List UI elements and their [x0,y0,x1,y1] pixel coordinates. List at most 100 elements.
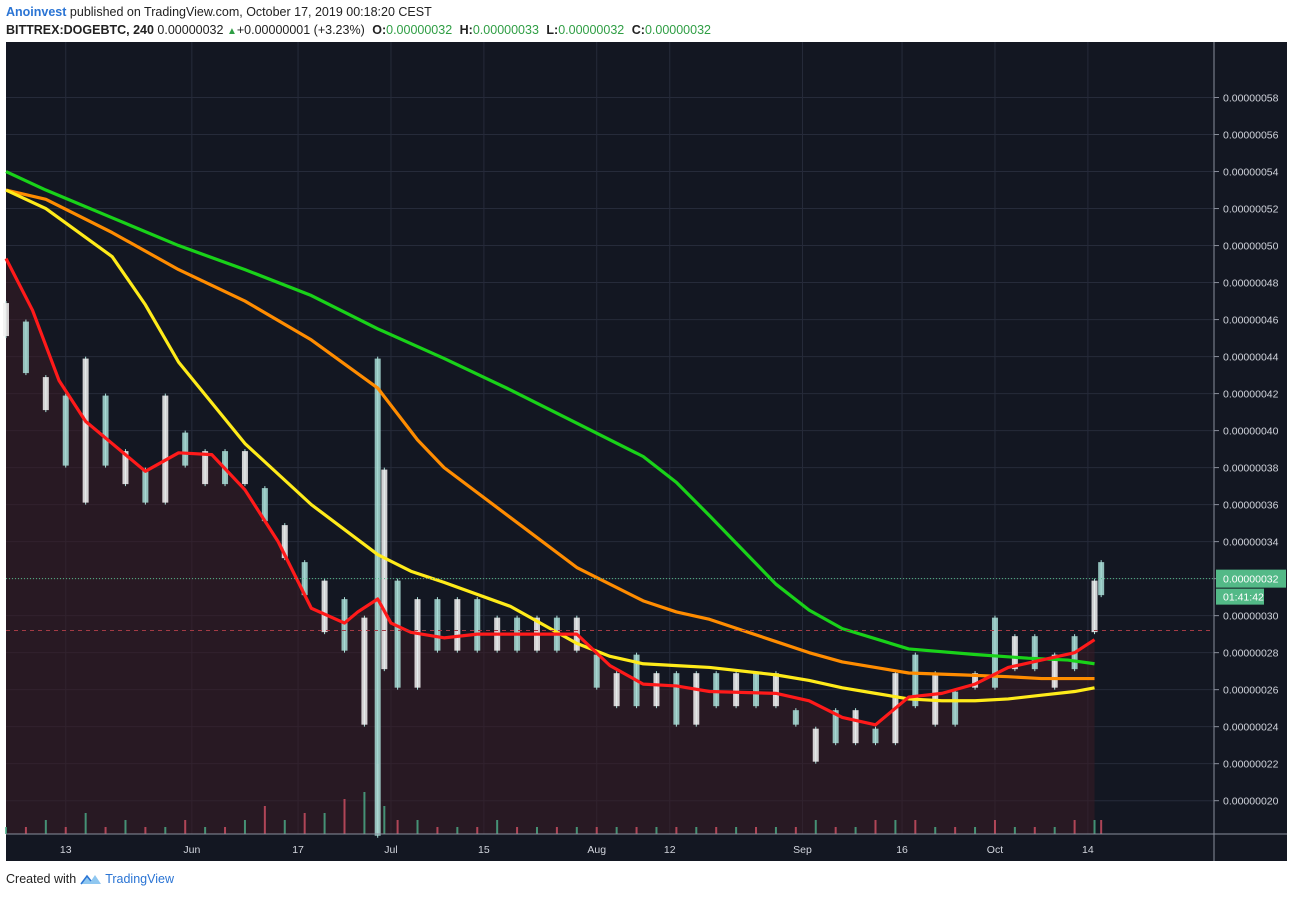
x-tick-label: Oct [987,844,1003,856]
candle-body [321,580,328,633]
arrow-up-icon: ▲ [226,26,237,37]
price-tag: 0.00000032 01:41:42 [6,569,1286,631]
volume-bar [854,827,857,834]
volume-bar [774,827,777,834]
x-tick-label: 15 [478,844,490,856]
volume-bar [243,820,246,834]
volume-bar [735,827,738,834]
volume-bar [84,813,87,834]
candle-body [22,321,29,374]
candle-body [414,599,421,688]
volume-bar [456,827,459,834]
volume-bar [496,820,499,834]
candle-body [122,451,129,485]
volume-bar [954,827,957,834]
red-ma-area [6,258,1095,835]
candle-body [281,525,288,559]
candle-body [374,358,381,836]
y-tick-label: 0.00000030 [1223,611,1279,623]
y-tick-label: 0.00000054 [1223,167,1279,179]
volume-bar [1033,827,1036,834]
open-label: O: [372,23,387,37]
candle-body [733,673,740,707]
volume-bar [436,827,439,834]
moving-averages [4,170,1096,727]
y-tick-label: 0.00000040 [1223,426,1279,438]
candle-body [792,710,799,725]
candle-body [261,488,268,522]
candle-body [102,395,109,466]
volume-bar [894,820,897,834]
author-link[interactable]: Anoinvest [6,5,67,19]
candle-body [62,395,69,466]
candle-body [1091,580,1098,633]
candle-body [852,710,859,744]
candle-body [1011,636,1018,670]
y-tick-label: 0.00000024 [1223,722,1279,734]
volume-bar [416,820,419,834]
candle-body [434,599,441,651]
candle-body [673,673,680,725]
volume-bar [204,827,207,834]
symbol-label[interactable]: BITTREX:DOGEBTC, 240 [6,23,154,37]
x-tick-label: Sep [793,844,812,856]
candle-body [454,599,461,651]
volume-bar [814,820,817,834]
low-value: 0.00000032 [558,23,625,37]
y-tick-label: 0.00000052 [1223,204,1279,216]
y-tick-label: 0.00000056 [1223,130,1279,142]
candle-body [202,451,209,485]
candle-body [912,654,919,707]
volume-bar [535,827,538,834]
volume-bar [303,813,306,834]
axes: 0.00000020 0.00000022 0.00000024 0.00000026… [6,42,1287,861]
red-ma-shade [6,258,1095,835]
countdown-label: 01:41:42 [1223,592,1264,604]
candle-body [613,673,620,707]
ma-line-red [4,257,1096,727]
volume-bar [383,806,386,834]
volume-bar [5,827,7,834]
y-tick-label: 0.00000048 [1223,278,1279,290]
volume-bar [635,827,638,834]
volume-bar [715,827,718,834]
candle-body [182,432,189,466]
volume-bar [1100,820,1103,834]
x-tick-label: Jul [384,844,397,856]
volume-bar [1053,827,1056,834]
publish-line: Anoinvest published on TradingView.com, … [6,4,1286,21]
price-change: +0.00000001 (+3.23%) [236,23,365,37]
volume-bar [104,827,107,834]
x-tick-label: 14 [1082,844,1094,856]
last-price: 0.00000032 [157,23,224,37]
volume-bar [323,813,326,834]
y-tick-label: 0.00000042 [1223,389,1279,401]
y-tick-label: 0.00000028 [1223,648,1279,660]
y-tick-label: 0.00000034 [1223,537,1279,549]
close-label: C: [631,23,645,37]
chart-header: Anoinvest published on TradingView.com, … [6,4,1286,39]
volume-bar [144,827,147,834]
volume-bar [396,820,399,834]
y-tick-label: 0.00000038 [1223,463,1279,475]
candle-body [82,358,89,503]
countdown-box [1216,588,1264,605]
candle-body [474,599,481,651]
candle-body [693,673,700,725]
volume-bar [476,827,479,834]
volume-bar [695,827,698,834]
volume-bar [755,827,758,834]
ma-line-orange [5,188,1095,681]
created-with-label: Created with [6,872,77,886]
tradingview-link[interactable]: TradingView [105,872,174,886]
volume-bar [934,827,937,834]
y-tick-label: 0.00000044 [1223,352,1279,364]
close-value: 0.00000032 [644,23,711,37]
candle-body [341,599,348,651]
volume-bar [595,827,598,834]
high-value: 0.00000033 [472,23,539,37]
y-tick-label: 0.00000050 [1223,241,1279,253]
volume-bar [655,827,658,834]
low-label: L: [546,23,559,37]
